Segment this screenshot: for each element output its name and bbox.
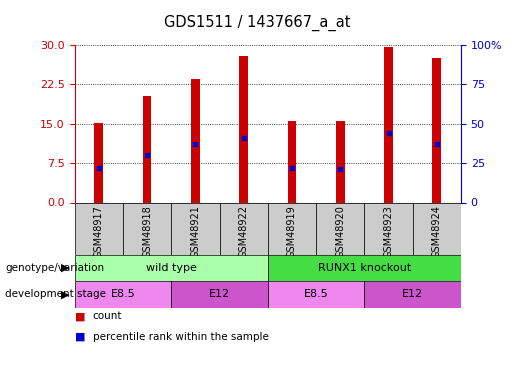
Point: [288, 165, 296, 171]
Bar: [365, 202, 413, 255]
Bar: [336, 121, 345, 202]
Text: E12: E12: [209, 290, 230, 299]
Bar: [316, 202, 365, 255]
Point: [239, 135, 248, 141]
Bar: [365, 281, 461, 308]
Text: count: count: [93, 311, 122, 321]
Text: wild type: wild type: [146, 263, 197, 273]
Bar: [268, 255, 461, 281]
Bar: [75, 281, 171, 308]
Bar: [268, 202, 316, 255]
Text: GSM48920: GSM48920: [335, 205, 345, 258]
Text: ▶: ▶: [61, 263, 70, 273]
Text: E8.5: E8.5: [304, 290, 329, 299]
Text: RUNX1 knockout: RUNX1 knockout: [318, 263, 411, 273]
Point: [143, 152, 151, 158]
Text: GSM48917: GSM48917: [94, 205, 104, 258]
Bar: [287, 121, 296, 202]
Text: ■: ■: [75, 311, 85, 321]
Bar: [268, 281, 365, 308]
Bar: [219, 202, 268, 255]
Point: [336, 166, 345, 172]
Text: development stage: development stage: [5, 290, 106, 299]
Text: GSM48921: GSM48921: [191, 205, 200, 258]
Text: GSM48923: GSM48923: [384, 205, 393, 258]
Bar: [413, 202, 461, 255]
Bar: [384, 46, 393, 202]
Point: [384, 130, 392, 136]
Bar: [143, 96, 151, 202]
Bar: [191, 79, 200, 203]
Bar: [75, 202, 123, 255]
Text: GSM48919: GSM48919: [287, 205, 297, 258]
Text: GDS1511 / 1437667_a_at: GDS1511 / 1437667_a_at: [164, 15, 351, 31]
Text: GSM48924: GSM48924: [432, 205, 442, 258]
Bar: [171, 202, 219, 255]
Text: GSM48918: GSM48918: [142, 205, 152, 258]
Bar: [239, 56, 248, 202]
Bar: [171, 281, 268, 308]
Text: genotype/variation: genotype/variation: [5, 263, 104, 273]
Text: E8.5: E8.5: [111, 290, 135, 299]
Bar: [433, 58, 441, 202]
Bar: [75, 255, 268, 281]
Text: E12: E12: [402, 290, 423, 299]
Point: [191, 141, 199, 147]
Text: GSM48922: GSM48922: [238, 205, 249, 258]
Text: percentile rank within the sample: percentile rank within the sample: [93, 332, 269, 342]
Bar: [123, 202, 171, 255]
Point: [95, 165, 103, 171]
Text: ■: ■: [75, 332, 85, 342]
Bar: [94, 123, 103, 202]
Point: [433, 141, 441, 147]
Text: ▶: ▶: [61, 290, 70, 299]
